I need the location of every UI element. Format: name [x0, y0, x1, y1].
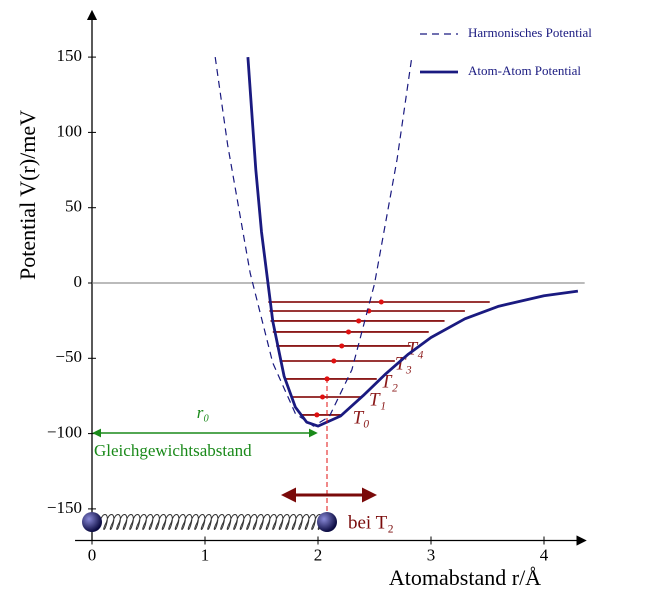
- level-label: T₁: [369, 389, 386, 410]
- level-center: [378, 299, 384, 305]
- y-tick-label: 50: [65, 197, 82, 216]
- curve: [214, 57, 413, 427]
- level-center: [356, 318, 362, 324]
- level-label: T₀: [353, 407, 370, 428]
- x-axis-title: Atomabstand r/Å: [389, 565, 541, 590]
- x-tick-label: 4: [540, 545, 549, 564]
- atom: [317, 512, 337, 532]
- spring: [99, 514, 323, 530]
- level-center: [339, 343, 345, 349]
- atom: [82, 512, 102, 532]
- curve: [246, 57, 579, 428]
- level-center: [314, 412, 320, 418]
- legend-label: Atom-Atom Potential: [468, 63, 581, 78]
- legend-label: Harmonisches Potential: [468, 25, 592, 40]
- x-tick-label: 3: [427, 545, 436, 564]
- vibration-label: bei T₂: [348, 512, 394, 533]
- r0-label: r₀: [197, 403, 210, 422]
- x-tick-label: 2: [314, 545, 323, 564]
- equilibrium-label: Gleichgewichtsabstand: [94, 441, 252, 460]
- y-axis-title: Potential V(r)/meV: [15, 110, 40, 280]
- y-tick-label: −100: [47, 423, 82, 442]
- y-tick-label: 150: [57, 46, 83, 65]
- level-label: T₃: [395, 353, 412, 374]
- x-tick-label: 1: [201, 545, 210, 564]
- level-label: T₂: [381, 371, 399, 392]
- y-tick-label: −50: [55, 347, 82, 366]
- x-tick-label: 0: [88, 545, 97, 564]
- level-center: [320, 394, 326, 400]
- level-center: [346, 329, 352, 335]
- y-tick-label: 100: [57, 121, 83, 140]
- y-tick-label: 0: [74, 272, 83, 291]
- y-tick-label: −150: [47, 498, 82, 517]
- level-center: [331, 358, 337, 364]
